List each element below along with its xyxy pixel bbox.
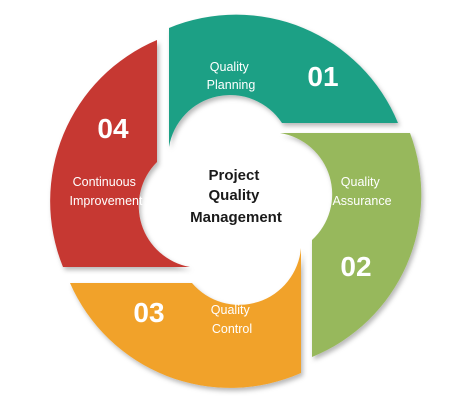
label-line: Quality [341, 175, 381, 189]
quality-control-number: 03 [133, 297, 164, 328]
label-line: Quality [210, 60, 250, 74]
label-line: Improvement [70, 194, 143, 208]
label-line: Control [212, 322, 252, 336]
quality-planning-label: Quality Planning [207, 60, 256, 92]
segment-shape [50, 40, 191, 267]
segment-quality-planning [169, 14, 398, 147]
label-line: Continuous [73, 175, 136, 189]
quality-control-label: Quality Control [211, 303, 253, 336]
center-title: Project Quality Management [190, 167, 282, 226]
label-line: Assurance [332, 194, 391, 208]
segment-quality-assurance [280, 133, 422, 357]
segment-quality-control [70, 248, 301, 388]
quality-planning-number: 01 [307, 61, 338, 92]
center-title-line: Project [208, 167, 259, 184]
quality-assurance-label: Quality Assurance [332, 175, 391, 208]
segment-shape [280, 133, 422, 357]
label-line: Quality [211, 303, 251, 317]
label-line: Planning [207, 78, 256, 92]
continuous-improvement-number: 04 [97, 113, 129, 144]
center-circle [168, 134, 292, 258]
center-title-line: Management [190, 209, 282, 226]
center-title-line: Quality [208, 187, 260, 204]
segment-shape [70, 248, 301, 388]
continuous-improvement-label: Continuous Improvement [70, 175, 143, 208]
segment-continuous-improvement [50, 40, 191, 267]
segment-shape [169, 14, 398, 147]
quality-assurance-number: 02 [340, 251, 371, 282]
